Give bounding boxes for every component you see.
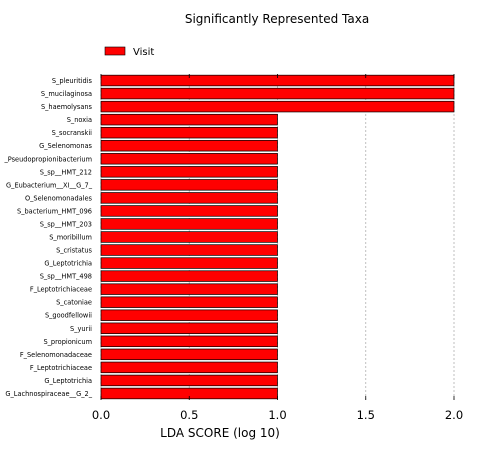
bar [100,296,278,308]
bar [100,140,278,152]
bar [100,335,278,348]
x-tick-label: 0.5 [180,408,198,422]
category-label: S_goodfellowii [45,312,92,320]
bar [100,283,278,295]
category-label: F_Leptotrichiaceae [30,364,92,372]
bar [100,205,278,217]
bar [100,153,278,165]
bar [100,218,278,230]
x-tick-label: 2.0 [445,408,463,422]
x-tick-label: 1.5 [357,408,375,422]
chart-title: Significantly Represented Taxa [185,12,369,26]
y-tick-labels: S_pleuritidis S_mucilaginosa S_haemolysans… [3,77,92,398]
category-label: S_yurii [70,325,92,333]
category-label: S_sp__HMT_498 [40,273,92,281]
legend-swatch-visit [104,46,126,56]
bar [100,179,278,191]
bar [100,270,278,282]
bar [100,166,278,178]
category-label: S_pleuritidis [52,77,93,85]
category-label: F_Selenomonadaceae [20,351,92,359]
bar [100,100,455,113]
category-label: S_bacterium_HMT_096 [17,207,92,215]
category-label: S_propionicum [43,338,92,346]
category-label: G_Eubacterium__XI__G_7_ [6,181,93,189]
category-label: S_noxia [67,116,92,124]
category-label: G_Leptotrichia [44,377,92,385]
bar [100,192,278,204]
bars [100,74,455,400]
category-label: _Pseudopropionibacterium [3,155,92,163]
bar [100,374,278,387]
category-label: G_Selenomonas [39,142,92,150]
x-tick-label: 0.0 [92,408,110,422]
category-label: S_socranskii [52,129,93,137]
bar [100,361,278,374]
bar [100,322,278,334]
bar [100,257,278,269]
bar [100,87,455,100]
x-axis: 0.0 0.5 1.0 1.5 2.0 [92,74,463,422]
bar [100,348,278,361]
bar [100,113,278,126]
x-tick-label: 1.0 [268,408,286,422]
category-label: S_haemolysans [41,103,93,111]
category-label: O_Selenomonadales [25,194,93,202]
bar [100,244,278,256]
bar [100,309,278,321]
category-label: S_sp__HMT_212 [40,168,92,176]
category-label: G_Lachnospiraceae__G_2_ [5,390,92,398]
bar [100,231,278,243]
legend: Visit [104,46,154,58]
category-label: G_Leptotrichia [44,260,92,268]
category-label: S_catoniae [56,299,92,307]
bar [100,126,278,139]
x-axis-label: LDA SCORE (log 10) [160,426,280,440]
category-label: S_moribillum [49,234,92,242]
category-label: S_sp__HMT_203 [40,220,92,228]
category-label: S_mucilaginosa [41,90,92,98]
category-label: F_Leptotrichiaceae [30,286,92,294]
category-label: S_cristatus [56,247,92,255]
legend-label-visit: Visit [133,47,154,58]
